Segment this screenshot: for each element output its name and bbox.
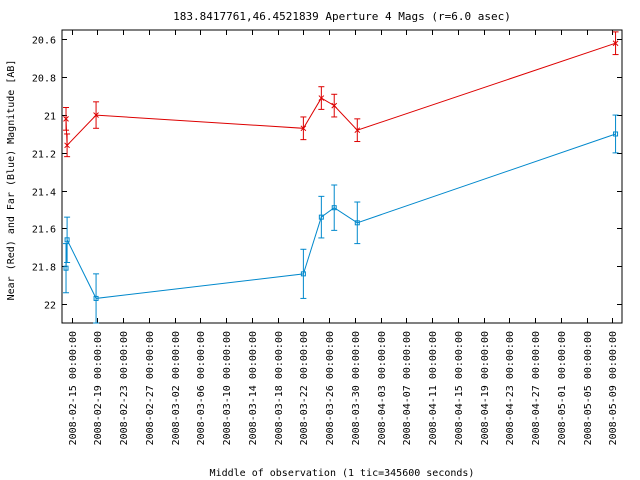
- x-tick-label: 2008-05-05 00:00:00: [583, 331, 594, 445]
- plot-border: [61, 29, 623, 324]
- y-tick-label: 21.8: [32, 263, 56, 274]
- x-tick-label: 2008-02-19 00:00:00: [93, 331, 104, 445]
- x-tick-label: 2008-03-22 00:00:00: [299, 331, 310, 445]
- data-point: [300, 125, 307, 132]
- data-point: [64, 237, 70, 243]
- y-tick-label: 21.6: [32, 225, 56, 236]
- x-tick-label: 2008-02-23 00:00:00: [119, 331, 130, 445]
- y-axis-label: Near (Red) and Far (Blue) Magnitude [AB]: [6, 60, 17, 301]
- y-tick-label: 20.8: [32, 74, 56, 85]
- x-axis-label: Middle of observation (1 tic=345600 seco…: [210, 468, 475, 479]
- data-point: [300, 271, 306, 277]
- x-tick-label: 2008-03-30 00:00:00: [351, 331, 362, 445]
- x-tick-label: 2008-04-03 00:00:00: [377, 331, 388, 445]
- data-point: [63, 115, 69, 122]
- data-point: [63, 265, 69, 271]
- plot-frame: [61, 29, 623, 324]
- x-tick-label: 2008-04-19 00:00:00: [480, 331, 491, 445]
- x-tick-label: 2008-05-09 00:00:00: [608, 331, 619, 445]
- data-point: [93, 112, 99, 118]
- x-tick-label: 2008-05-01 00:00:00: [557, 331, 568, 445]
- data-point: [93, 295, 99, 301]
- data-point: [354, 220, 360, 226]
- chart-title: 183.8417761,46.4521839 Aperture 4 Mags (…: [173, 10, 511, 23]
- y-tick-label: 21.2: [32, 150, 56, 161]
- x-tick-label: 2008-03-02 00:00:00: [171, 331, 182, 445]
- x-tick-label: 2008-04-15 00:00:00: [454, 331, 465, 445]
- data-point: [64, 142, 70, 149]
- x-tick-label: 2008-02-27 00:00:00: [145, 331, 156, 445]
- x-tick-label: 2008-04-27 00:00:00: [531, 331, 542, 445]
- series-line: [65, 42, 616, 147]
- data-point: [331, 205, 337, 211]
- x-tick-label: 2008-03-26 00:00:00: [325, 331, 336, 445]
- x-tick-label: 2008-04-11 00:00:00: [428, 331, 439, 445]
- data-point: [318, 95, 325, 101]
- data-point: [318, 214, 324, 220]
- data-point: [612, 40, 619, 47]
- y-tick-label: 22: [44, 301, 56, 312]
- x-tick-label: 2008-04-07 00:00:00: [402, 331, 413, 445]
- data-point: [613, 131, 619, 137]
- x-tick-label: 2008-04-23 00:00:00: [505, 331, 516, 445]
- data-point: [331, 102, 338, 109]
- x-tick-label: 2008-02-15 00:00:00: [68, 331, 79, 445]
- x-tick-label: 2008-03-06 00:00:00: [196, 331, 207, 445]
- series-layer: [63, 31, 619, 324]
- y-axis: 20.6 20.8 21 21.2 21.4 21.6 21.8 22: [32, 36, 622, 312]
- y-tick-label: 21.4: [32, 188, 56, 199]
- series-line: [65, 133, 616, 299]
- data-point: [354, 127, 361, 134]
- x-tick-label: 2008-03-10 00:00:00: [222, 331, 233, 445]
- series-1: [63, 31, 619, 158]
- series-2: [63, 114, 619, 324]
- x-tick-label: 2008-03-18 00:00:00: [274, 331, 285, 445]
- y-tick-label: 20.6: [32, 36, 56, 47]
- y-tick-label: 21: [44, 112, 56, 123]
- x-tick-label: 2008-03-14 00:00:00: [248, 331, 259, 445]
- x-axis: 2008-02-15 00:00:00 2008-02-19 00:00:00 20…: [68, 30, 619, 445]
